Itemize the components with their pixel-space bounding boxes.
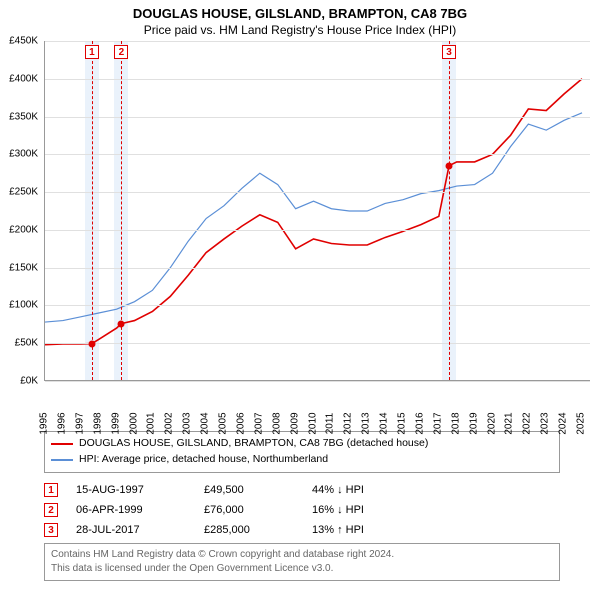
x-axis-label: 2022 [522, 412, 533, 434]
x-axis-label: 2001 [146, 412, 157, 434]
x-axis-label: 2000 [128, 412, 139, 434]
event-row: 2 06-APR-1999 £76,000 16% ↓ HPI [44, 503, 560, 517]
gridline [45, 343, 590, 344]
x-axis-label: 2014 [379, 412, 390, 434]
y-axis-label: £100K [0, 300, 38, 311]
event-delta: 44% ↓ HPI [312, 484, 402, 496]
y-axis-label: £400K [0, 73, 38, 84]
footnote: Contains HM Land Registry data © Crown c… [44, 543, 560, 581]
gridline [45, 79, 590, 80]
x-axis-label: 2023 [540, 412, 551, 434]
event-number: 1 [44, 483, 58, 497]
x-axis-label: 2002 [164, 412, 175, 434]
x-axis-label: 2011 [325, 413, 336, 435]
footnote-line-1: Contains HM Land Registry data © Crown c… [51, 548, 553, 562]
event-date: 28-JUL-2017 [76, 524, 186, 536]
gridline [45, 268, 590, 269]
y-axis-label: £300K [0, 149, 38, 160]
legend-swatch-2 [51, 459, 73, 461]
chart-title-2: Price paid vs. HM Land Registry's House … [0, 23, 600, 37]
x-axis-label: 1995 [39, 412, 50, 434]
event-dash [449, 41, 450, 380]
x-axis-label: 2024 [558, 412, 569, 434]
event-dot [446, 162, 453, 169]
x-axis-label: 2020 [486, 412, 497, 434]
gridline [45, 117, 590, 118]
x-axis-label: 2017 [432, 412, 443, 434]
event-marker-box: 1 [85, 45, 99, 59]
x-axis-label: 2016 [414, 412, 425, 434]
gridline [45, 154, 590, 155]
event-delta: 16% ↓ HPI [312, 504, 402, 516]
x-axis-label: 2007 [253, 412, 264, 434]
x-axis-label: 2025 [576, 412, 587, 434]
x-axis-label: 2012 [343, 412, 354, 434]
event-dot [88, 340, 95, 347]
gridline [45, 381, 590, 382]
event-number: 2 [44, 503, 58, 517]
y-axis-label: £50K [0, 338, 38, 349]
x-axis-label: 2010 [307, 412, 318, 434]
x-axis-label: 2004 [200, 412, 211, 434]
chart-title-1: DOUGLAS HOUSE, GILSLAND, BRAMPTON, CA8 7… [0, 6, 600, 21]
x-axis-label: 2009 [289, 412, 300, 434]
x-axis-label: 2003 [182, 412, 193, 434]
event-marker-box: 3 [442, 45, 456, 59]
event-price: £49,500 [204, 484, 294, 496]
y-axis-label: £250K [0, 187, 38, 198]
x-axis-label: 2006 [235, 412, 246, 434]
x-axis-label: 1999 [110, 412, 121, 434]
event-delta: 13% ↑ HPI [312, 524, 402, 536]
plot-region: 1 2 3 [44, 41, 590, 381]
x-axis-label: 2008 [271, 412, 282, 434]
y-axis-label: £0K [0, 376, 38, 387]
event-dot [118, 320, 125, 327]
x-axis-label: 1997 [74, 412, 85, 434]
legend: DOUGLAS HOUSE, GILSLAND, BRAMPTON, CA8 7… [44, 431, 560, 473]
x-axis-label: 1998 [92, 412, 103, 434]
x-axis-label: 2005 [218, 412, 229, 434]
x-axis-label: 2013 [361, 412, 372, 434]
gridline [45, 41, 590, 42]
chart-area: 123 £0K£50K£100K£150K£200K£250K£300K£350… [30, 41, 590, 401]
line-layer [45, 41, 590, 380]
x-axis-label: 2019 [468, 412, 479, 434]
event-price: £76,000 [204, 504, 294, 516]
event-date: 06-APR-1999 [76, 504, 186, 516]
legend-label-2: HPI: Average price, detached house, Nort… [79, 452, 328, 468]
x-axis-label: 2021 [504, 412, 515, 434]
event-marker-box: 2 [114, 45, 128, 59]
y-axis-label: £450K [0, 36, 38, 47]
event-date: 15-AUG-1997 [76, 484, 186, 496]
event-price: £285,000 [204, 524, 294, 536]
x-axis-label: 1996 [56, 412, 67, 434]
event-dash [121, 41, 122, 380]
y-axis-label: £200K [0, 224, 38, 235]
gridline [45, 192, 590, 193]
legend-swatch-1 [51, 443, 73, 445]
legend-row-2: HPI: Average price, detached house, Nort… [51, 452, 553, 468]
x-axis-label: 2015 [397, 412, 408, 434]
gridline [45, 305, 590, 306]
event-number: 3 [44, 523, 58, 537]
y-axis-label: £150K [0, 262, 38, 273]
event-row: 1 15-AUG-1997 £49,500 44% ↓ HPI [44, 483, 560, 497]
legend-row-1: DOUGLAS HOUSE, GILSLAND, BRAMPTON, CA8 7… [51, 436, 553, 452]
legend-label-1: DOUGLAS HOUSE, GILSLAND, BRAMPTON, CA8 7… [79, 436, 428, 452]
event-table: 1 15-AUG-1997 £49,500 44% ↓ HPI 2 06-APR-1999… [44, 483, 560, 537]
x-axis-label: 2018 [450, 412, 461, 434]
event-row: 3 28-JUL-2017 £285,000 13% ↑ HPI [44, 523, 560, 537]
event-dash [92, 41, 93, 380]
gridline [45, 230, 590, 231]
footnote-line-2: This data is licensed under the Open Gov… [51, 562, 553, 576]
y-axis-label: £350K [0, 111, 38, 122]
